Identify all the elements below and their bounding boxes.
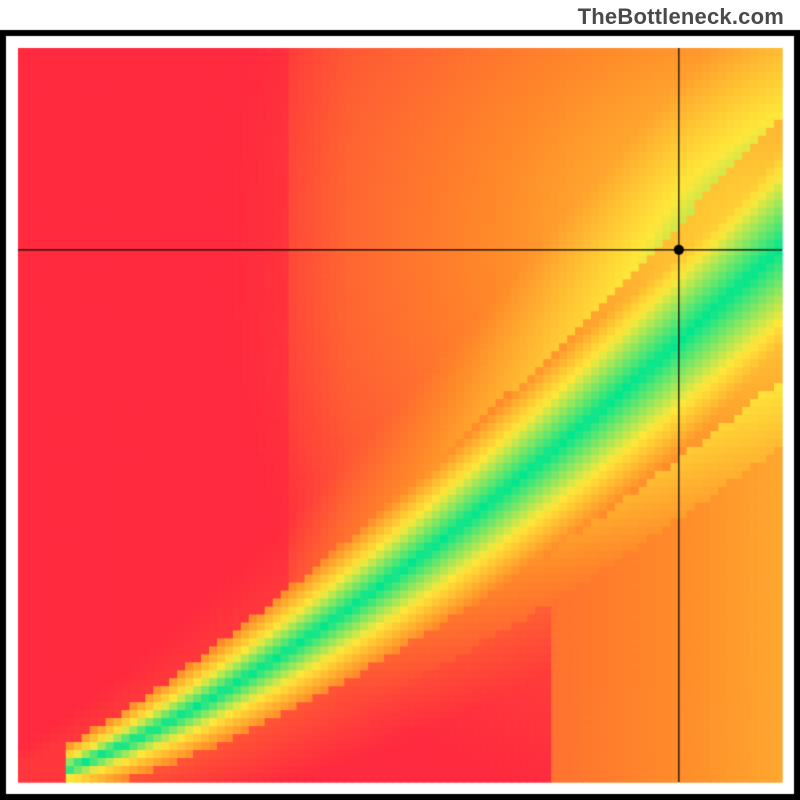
bottleneck-heatmap-canvas [0, 0, 800, 800]
chart-container: TheBottleneck.com [0, 0, 800, 800]
watermark-text: TheBottleneck.com [578, 4, 784, 30]
